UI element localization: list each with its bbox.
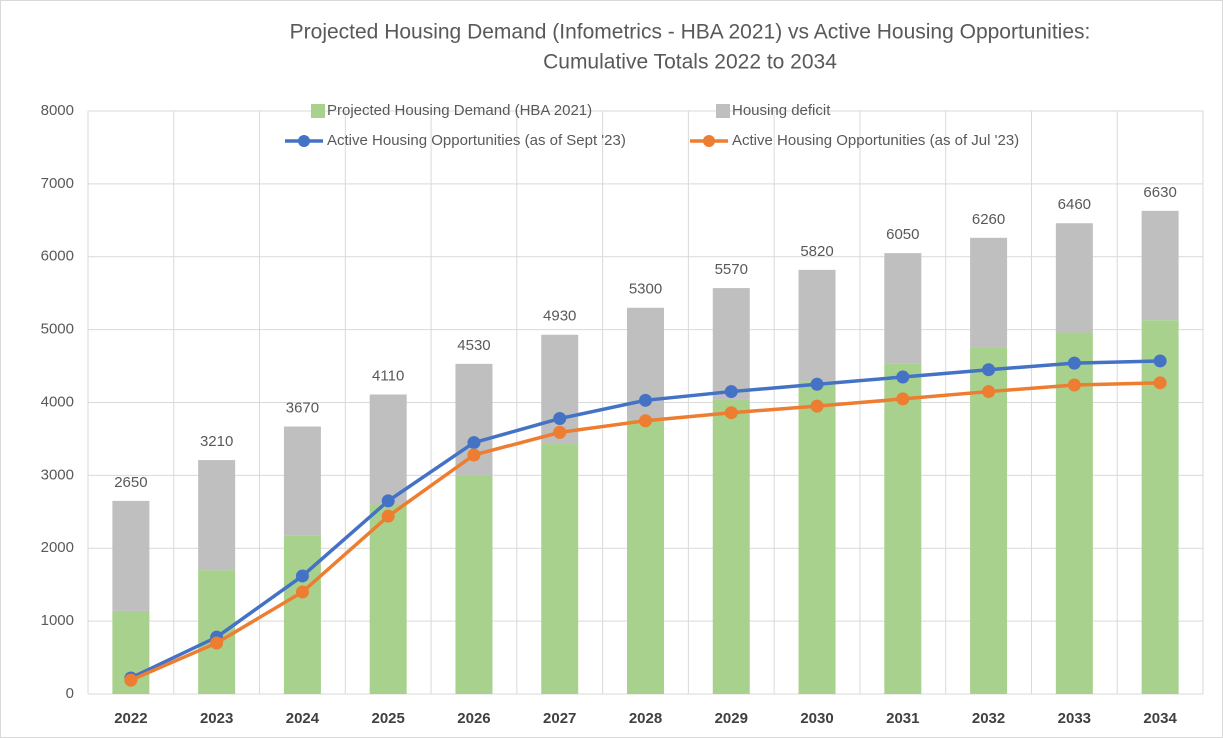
x-tick-label: 2025 <box>372 710 405 727</box>
y-tick-label: 5000 <box>41 321 74 338</box>
legend-label: Housing deficit <box>732 102 831 119</box>
marker <box>724 406 738 420</box>
marker <box>1067 356 1081 370</box>
bar <box>884 253 922 364</box>
bar <box>1055 332 1093 694</box>
bar <box>198 460 236 571</box>
bar <box>884 363 922 694</box>
total-label: 3210 <box>200 433 233 450</box>
total-label: 4110 <box>372 367 404 384</box>
bar <box>1141 320 1179 694</box>
bar <box>455 475 493 694</box>
bar <box>1055 223 1093 333</box>
x-tick-label: 2033 <box>1058 710 1091 727</box>
marker <box>467 436 481 450</box>
bar <box>627 419 664 694</box>
x-tick-label: 2028 <box>629 710 662 727</box>
marker <box>1067 378 1081 392</box>
marker <box>381 509 395 523</box>
x-tick-label: 2034 <box>1143 710 1177 727</box>
bar <box>1141 210 1179 321</box>
marker <box>724 385 738 399</box>
x-tick-label: 2032 <box>972 710 1005 727</box>
y-tick-label: 4000 <box>41 393 74 410</box>
bar <box>712 399 750 694</box>
marker <box>896 370 910 384</box>
marker <box>210 636 224 650</box>
marker <box>896 392 910 406</box>
x-tick-label: 2023 <box>200 710 233 727</box>
bar <box>283 535 321 694</box>
marker <box>810 377 824 391</box>
y-tick-label: 6000 <box>41 248 74 265</box>
bar <box>541 334 579 445</box>
total-label: 3670 <box>286 400 319 417</box>
x-tick-label: 2031 <box>886 710 919 727</box>
bar <box>798 269 836 382</box>
marker <box>1153 376 1167 390</box>
marker <box>810 399 824 413</box>
legend-label: Active Housing Opportunities (as of Sept… <box>327 132 626 149</box>
legend-label: Active Housing Opportunities (as of Jul … <box>732 132 1019 149</box>
y-tick-label: 7000 <box>41 175 74 192</box>
y-tick-label: 0 <box>66 685 74 702</box>
x-tick-label: 2022 <box>114 710 147 727</box>
y-tick-label: 8000 <box>41 102 74 119</box>
chart-title: Projected Housing Demand (Infometrics - … <box>290 21 1091 44</box>
bar <box>798 381 836 694</box>
marker <box>124 673 138 687</box>
total-label: 6260 <box>972 211 1005 228</box>
bar <box>369 504 407 694</box>
legend-swatch <box>298 135 310 147</box>
y-tick-label: 3000 <box>41 466 74 483</box>
bar <box>970 237 1008 348</box>
legend-swatch <box>716 104 730 118</box>
x-tick-label: 2024 <box>286 710 320 727</box>
x-tick-label: 2030 <box>800 710 833 727</box>
y-tick-label: 2000 <box>41 539 74 556</box>
marker <box>381 494 395 508</box>
marker <box>467 448 481 462</box>
total-label: 4930 <box>543 308 576 325</box>
total-label: 5300 <box>629 281 662 298</box>
legend-swatch <box>311 104 325 118</box>
total-label: 5820 <box>800 243 833 260</box>
legend-swatch <box>703 135 715 147</box>
bar <box>112 500 150 611</box>
x-tick-label: 2027 <box>543 710 576 727</box>
x-tick-label: 2026 <box>457 710 490 727</box>
marker <box>982 363 996 377</box>
marker <box>295 569 309 583</box>
marker <box>639 414 652 428</box>
total-label: 6630 <box>1143 184 1176 201</box>
bar <box>283 426 321 536</box>
bar <box>970 347 1008 694</box>
total-label: 6460 <box>1058 196 1091 213</box>
marker <box>553 412 567 426</box>
marker <box>295 585 309 599</box>
total-label: 4530 <box>457 337 490 354</box>
total-label: 2650 <box>114 474 147 491</box>
x-tick-label: 2029 <box>715 710 748 727</box>
marker <box>553 425 567 439</box>
marker <box>982 385 996 399</box>
total-label: 5570 <box>715 261 748 278</box>
marker <box>1153 354 1167 368</box>
total-label: 6050 <box>886 226 919 243</box>
legend-label: Projected Housing Demand (HBA 2021) <box>327 102 592 119</box>
bar <box>712 288 750 400</box>
y-tick-label: 1000 <box>41 612 74 629</box>
bar <box>369 394 407 505</box>
chart-title: Cumulative Totals 2022 to 2034 <box>543 51 837 74</box>
bar <box>541 444 579 694</box>
marker <box>639 393 652 407</box>
